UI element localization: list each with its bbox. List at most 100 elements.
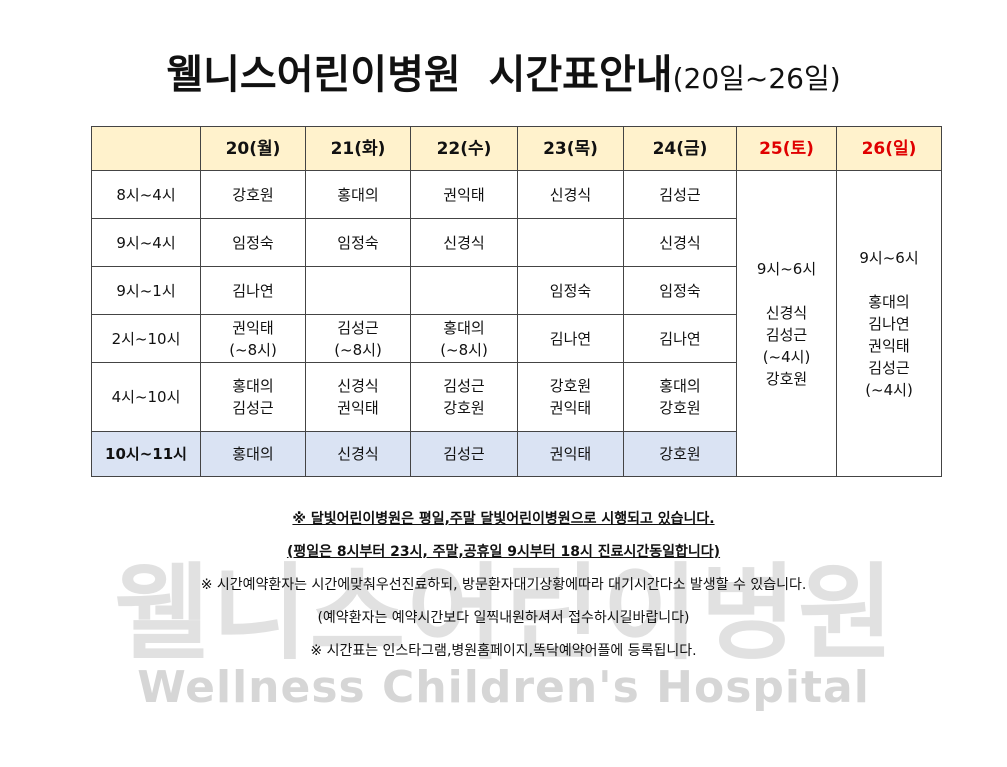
doctor-line: 홍대의 bbox=[337, 185, 379, 204]
doctor-line: 김성근 bbox=[232, 399, 274, 417]
doctor-cell: 임정숙 bbox=[305, 218, 411, 267]
doctor-cell: 김나연 bbox=[200, 266, 306, 315]
doctor-cell: 강호원 bbox=[623, 431, 737, 477]
doctor-cell: 김성근 (~8시) bbox=[305, 314, 411, 363]
day-header: 21(화) bbox=[305, 126, 411, 171]
doctor-cell: 신경식 bbox=[305, 431, 411, 477]
weekend-staff: 김나연 bbox=[868, 314, 910, 333]
note: ※ 시간예약환자는 시간에맞춰우선진료하되, 방문환자대기상황에따라 대기시간다… bbox=[200, 577, 807, 593]
weekend-staff: (~4시) bbox=[762, 347, 811, 366]
doctor-line: 임정숙 bbox=[337, 233, 379, 252]
doctor-line: 권익태 bbox=[549, 399, 592, 417]
doctor-cell: 신경식 bbox=[410, 218, 518, 267]
doctor-line: 홍대의 bbox=[232, 445, 274, 463]
weekend-cell: 9시~6시 신경식 김성근 (~4시) 강호원 bbox=[736, 170, 837, 477]
weekend-staff: 권익태 bbox=[868, 336, 910, 355]
weekend-staff: (~4시) bbox=[865, 380, 913, 399]
weekend-staff: 강호원 bbox=[765, 369, 808, 388]
day-header: 20(월) bbox=[200, 126, 306, 171]
doctor-line: (~8시) bbox=[229, 340, 277, 359]
weekend-staff: 홍대의 bbox=[868, 292, 910, 311]
weekend-staff: 김성근 bbox=[868, 358, 910, 377]
header-row: 20(월) 21(화) 22(수) 23(목) 24(금) 25(토) 26(일) bbox=[91, 126, 942, 171]
corner-cell bbox=[91, 126, 201, 171]
time-cell: 9시~4시 bbox=[91, 218, 201, 267]
doctor-line: 홍대의 bbox=[232, 377, 274, 395]
doctor-cell: 강호원 권익태 bbox=[517, 362, 624, 432]
doctor-cell bbox=[517, 218, 624, 267]
doctor-cell: 권익태 bbox=[410, 170, 518, 219]
doctor-line: 임정숙 bbox=[549, 281, 592, 300]
doctor-cell: 김성근 bbox=[623, 170, 737, 219]
doctor-line: 강호원 bbox=[232, 185, 274, 204]
notes: ※ 달빛어린이병원은 평일,주말 달빛어린이병원으로 시행되고 있습니다. (평일… bbox=[0, 508, 1007, 673]
note: (예약환자는 예약시간보다 일찍내원하셔서 접수하시길바랍니다) bbox=[317, 610, 690, 626]
doctor-cell: 강호원 bbox=[200, 170, 306, 219]
doctor-cell: 권익태 bbox=[517, 431, 624, 477]
doctor-cell: 김나연 bbox=[623, 314, 737, 363]
schedule-row: 4시~10시 홍대의 김성근 신경식 권익태 김성근 강호원 강호원 권익태 홍대의 강호원 bbox=[91, 362, 942, 432]
doctor-line: 권익태 bbox=[232, 318, 274, 337]
doctor-line: 강호원 bbox=[659, 399, 701, 417]
note: (평일은 8시부터 23시, 주말,공휴일 9시부터 18시 진료시간동일합니다… bbox=[286, 544, 721, 560]
day-header: 22(수) bbox=[410, 126, 518, 171]
doctor-line: 임정숙 bbox=[659, 281, 701, 300]
weekend-hours: 9시~6시 bbox=[859, 248, 919, 267]
doctor-cell: 김나연 bbox=[517, 314, 624, 363]
schedule-row: 2시~10시 권익태 (~8시) 김성근 (~8시) 홍대의 (~8시) 김나연 김나연 bbox=[91, 314, 942, 363]
doctor-line: 김나연 bbox=[659, 329, 701, 348]
time-cell: 2시~10시 bbox=[91, 314, 201, 363]
doctor-line: 신경식 bbox=[549, 185, 592, 204]
doctor-line: 권익태 bbox=[443, 185, 485, 204]
schedule-row: 9시~4시 임정숙 임정숙 신경식 신경식 bbox=[91, 218, 942, 267]
doctor-cell: 권익태 (~8시) bbox=[200, 314, 306, 363]
doctor-line: 신경식 bbox=[659, 233, 701, 252]
watermark: 웰니스어린이병원 bbox=[114, 552, 896, 674]
schedule-row: 10시~11시 홍대의 신경식 김성근 권익태 강호원 bbox=[91, 431, 942, 477]
doctor-cell: 김성근 bbox=[410, 431, 518, 477]
doctor-line: 권익태 bbox=[337, 399, 379, 417]
day-header: 23(목) bbox=[517, 126, 624, 171]
doctor-cell: 임정숙 bbox=[517, 266, 624, 315]
time-cell: 10시~11시 bbox=[91, 431, 201, 477]
doctor-line: (~8시) bbox=[334, 340, 382, 359]
doctor-line: 김나연 bbox=[549, 329, 592, 348]
doctor-cell: 임정숙 bbox=[623, 266, 737, 315]
doctor-cell: 홍대의 bbox=[305, 170, 411, 219]
time-cell: 8시~4시 bbox=[91, 170, 201, 219]
day-header: 24(금) bbox=[623, 126, 737, 171]
schedule-row: 9시~1시 김나연 임정숙 임정숙 bbox=[91, 266, 942, 315]
doctor-line: 김성근 bbox=[337, 318, 379, 337]
note: ※ 시간표는 인스타그램,병원홈페이지,똑닥예약어플에 등록됩니다. bbox=[310, 643, 697, 659]
watermark-english: Wellness Children's Hospital bbox=[137, 662, 870, 713]
doctor-line: 홍대의 bbox=[659, 377, 701, 395]
doctor-cell: 홍대의 bbox=[200, 431, 306, 477]
doctor-line: 권익태 bbox=[549, 445, 592, 463]
doctor-cell bbox=[410, 266, 518, 315]
doctor-cell: 임정숙 bbox=[200, 218, 306, 267]
weekend-staff: 신경식 bbox=[765, 303, 808, 322]
doctor-line: 강호원 bbox=[443, 399, 485, 417]
doctor-cell: 신경식 bbox=[517, 170, 624, 219]
doctor-line: 김성근 bbox=[659, 185, 701, 204]
time-cell: 4시~10시 bbox=[91, 362, 201, 432]
doctor-line: 임정숙 bbox=[232, 233, 274, 252]
doctor-cell: 신경식 bbox=[623, 218, 737, 267]
note: ※ 달빛어린이병원은 평일,주말 달빛어린이병원으로 시행되고 있습니다. bbox=[292, 511, 715, 527]
doctor-line: 신경식 bbox=[337, 445, 379, 463]
doctor-line: 신경식 bbox=[337, 377, 379, 395]
day-header: 25(토) bbox=[736, 126, 837, 171]
title-sub: (20일~26일) bbox=[672, 62, 841, 95]
doctor-line: 신경식 bbox=[443, 233, 485, 252]
title: 웰니스어린이병원 시간표안내(20일~26일) bbox=[0, 42, 1007, 100]
doctor-line: 김성근 bbox=[443, 445, 485, 463]
schedule-row: 8시~4시 강호원 홍대의 권익태 신경식 김성근 9시~6시 신경식 김성근 (~4시) 강호원 9… bbox=[91, 170, 942, 477]
doctor-line: 김성근 bbox=[443, 377, 485, 395]
doctor-line: (~8시) bbox=[440, 340, 488, 359]
